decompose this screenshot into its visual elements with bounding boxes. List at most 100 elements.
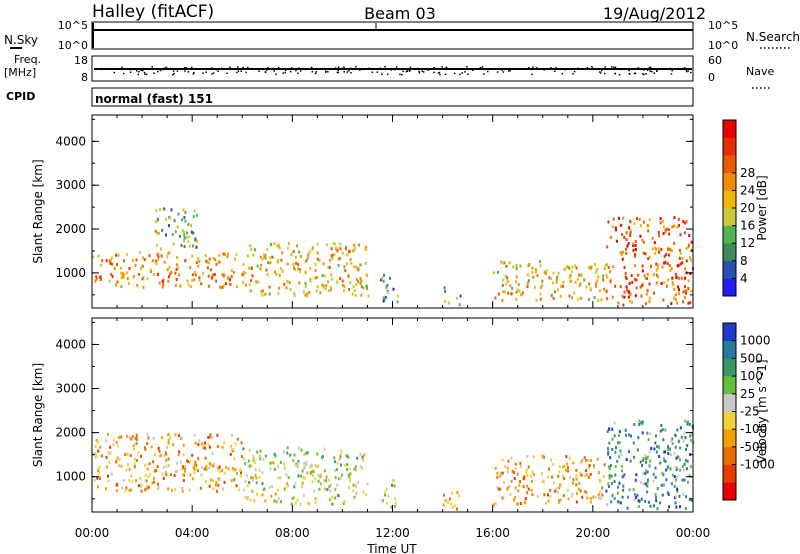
power-cell (343, 285, 346, 289)
freq-dot (192, 73, 195, 75)
power-cell (627, 295, 630, 299)
power-cell (227, 252, 229, 256)
velocity-cell (256, 450, 259, 454)
velocity-colorbar-segment (723, 393, 736, 412)
velocity-cell (585, 473, 588, 477)
velocity-cell (661, 471, 664, 475)
power-cell (178, 273, 181, 277)
velocity-cell (616, 491, 619, 495)
velocity-cell (261, 482, 264, 486)
velocity-cell (525, 468, 528, 472)
velocity-cell (393, 484, 396, 488)
velocity-cell (586, 496, 589, 500)
velocity-ytick-label: 4000 (55, 337, 86, 351)
freq-dot (384, 66, 386, 68)
power-cell (283, 282, 286, 286)
velocity-cell (669, 447, 671, 451)
velocity-colorbar-label: 1000 (740, 334, 771, 348)
velocity-cell (253, 461, 256, 464)
power-cell (675, 276, 678, 280)
power-cell (689, 272, 692, 276)
freq-dot (297, 72, 299, 74)
power-cell (604, 264, 607, 267)
velocity-cell (642, 482, 645, 486)
power-cell (684, 276, 686, 280)
power-cell (681, 261, 684, 265)
velocity-cell (575, 468, 578, 472)
power-cell (385, 285, 388, 289)
power-cell (684, 221, 687, 225)
power-cell (625, 251, 628, 255)
velocity-cell (565, 455, 568, 459)
power-cell (620, 252, 623, 256)
velocity-cell (614, 473, 617, 477)
freq-dot (129, 68, 132, 71)
freq-dot (185, 67, 187, 69)
velocity-cell (286, 482, 289, 486)
velocity-cell (167, 487, 170, 491)
velocity-cell (246, 497, 249, 501)
velocity-cell (328, 498, 331, 502)
velocity-cell (202, 444, 205, 448)
velocity-cell (112, 438, 115, 442)
velocity-cell (499, 487, 502, 491)
power-cell (175, 278, 178, 281)
velocity-cell (273, 499, 276, 503)
velocity-cell (366, 482, 369, 486)
power-cell (594, 263, 596, 266)
velocity-cell (678, 494, 681, 498)
velocity-cell (638, 423, 641, 426)
velocity-colorbar-label: 100 (740, 369, 763, 383)
power-cell (444, 289, 447, 293)
velocity-cell (317, 479, 320, 483)
power-scatter-cells (92, 207, 694, 307)
power-cell (563, 267, 566, 271)
power-cell (503, 261, 506, 265)
velocity-cell (132, 447, 135, 451)
velocity-cell (302, 476, 305, 480)
velocity-cell (619, 449, 622, 453)
velocity-cell (120, 464, 123, 468)
velocity-cell (248, 448, 251, 452)
power-cell (535, 298, 538, 302)
velocity-cell (211, 452, 214, 455)
power-cell (531, 270, 534, 274)
power-cell (676, 264, 679, 268)
power-cell (336, 280, 339, 284)
power-cell (205, 259, 208, 263)
velocity-cell (167, 464, 170, 468)
power-cell (316, 275, 319, 279)
power-cell (348, 250, 351, 254)
power-cell (142, 285, 145, 289)
power-cell (515, 267, 518, 270)
power-cell (679, 251, 682, 255)
power-cell (270, 243, 272, 246)
velocity-cell (161, 436, 163, 439)
power-ytick-label: 2000 (55, 222, 86, 236)
velocity-cell (685, 467, 688, 471)
velocity-cell (314, 500, 317, 504)
velocity-cell (636, 448, 639, 452)
velocity-cell (667, 465, 670, 469)
velocity-colorbar-segment (723, 411, 736, 430)
velocity-cell (242, 447, 245, 451)
freq-dot (327, 71, 329, 73)
freq-dot (298, 67, 300, 69)
power-cell (459, 294, 462, 298)
freq-dot (113, 71, 115, 74)
velocity-cell (181, 487, 184, 491)
velocity-cell (674, 478, 677, 482)
power-cell (646, 288, 649, 292)
power-cell (126, 252, 129, 256)
velocity-cell (99, 445, 102, 449)
power-cell (188, 235, 191, 239)
velocity-cell (589, 459, 592, 462)
power-cell (651, 236, 654, 240)
velocity-cell (217, 483, 220, 487)
power-cell (259, 267, 262, 271)
power-cell (588, 282, 591, 286)
power-cell (609, 278, 612, 282)
velocity-cell (328, 478, 331, 482)
velocity-cell (447, 500, 450, 504)
velocity-cell (128, 436, 131, 440)
